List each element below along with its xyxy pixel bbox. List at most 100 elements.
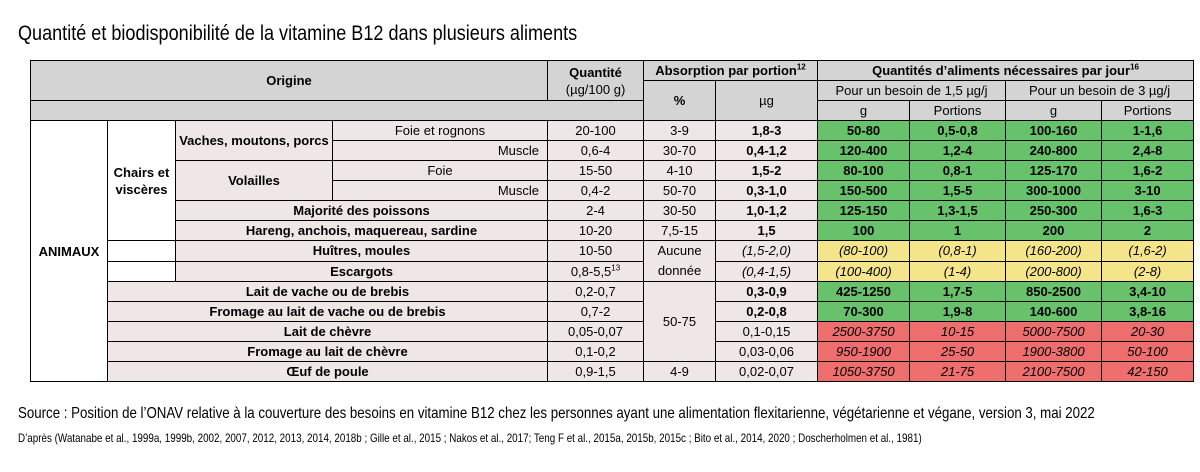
row-g1: 950-1900 [817, 341, 911, 362]
row-p1: 1,7-5 [909, 281, 1007, 302]
row-g2: 140-600 [1005, 301, 1103, 322]
row-name: Hareng, anchois, maquereau, sardine [174, 220, 549, 241]
row-name: Huîtres, moules [174, 240, 549, 262]
row-name: Muscle [331, 140, 549, 161]
header-besoin-1-5: Pour un besoin de 1,5 µg/j [817, 80, 1007, 101]
row-g1: 125-150 [817, 200, 911, 221]
row-p1: 25-50 [909, 341, 1007, 362]
row-qty: 10-50 [547, 240, 645, 262]
row-p2: 3-10 [1101, 180, 1195, 201]
row-name: Foie [331, 160, 549, 181]
header-quantites-necessaires: Quantités d’aliments nécessaires par jou… [817, 60, 1195, 81]
row-name: Fromage au lait de vache ou de brebis [106, 301, 549, 322]
row-p2: (1,6-2) [1101, 240, 1195, 262]
row-pct: 3-9 [643, 120, 717, 141]
row-g2: 850-2500 [1005, 281, 1103, 302]
row-name: Majorité des poissons [174, 200, 549, 221]
row-pct: 4-10 [643, 160, 717, 181]
row-p2: 2,4-8 [1101, 140, 1195, 161]
header-origine: Origine [29, 60, 549, 101]
row-p1: 0,8-1 [909, 160, 1007, 181]
row-g1: 70-300 [817, 301, 911, 322]
row-pct: 50-70 [643, 180, 717, 201]
row-qty: 0,05-0,07 [547, 321, 645, 342]
row-name: Escargots [174, 260, 549, 282]
row-g2: 2100-7500 [1005, 361, 1103, 382]
row-pct: 30-50 [643, 200, 717, 221]
row-g1: 50-80 [817, 120, 911, 141]
vitamin-b12-table: Origine Quantité (µg/100 g) Absorption pa… [29, 60, 1195, 382]
references-note: D’après (Watanabe et al., 1999a, 1999b, … [18, 431, 922, 445]
group-chairs-visceres: Chairs et viscères [107, 120, 176, 241]
group-animaux: ANIMAUX [30, 120, 108, 382]
header-spacer [29, 100, 645, 121]
row-p1: 21-75 [909, 361, 1007, 382]
header-ug: µg [715, 80, 819, 121]
row-pct-aucune: Aucune donnée [643, 240, 717, 282]
row-g2: (160-200) [1005, 240, 1103, 262]
row-ug: 0,03-0,06 [715, 341, 819, 362]
row-qty: 20-100 [547, 120, 645, 141]
row-ug: 1,8-3 [715, 120, 819, 141]
row-name: Lait de chèvre [106, 321, 549, 342]
row-g1: 120-400 [817, 140, 911, 161]
row-p2: 42-150 [1101, 361, 1195, 382]
row-p2: 1,6-3 [1101, 200, 1195, 221]
row-g1: 425-1250 [817, 281, 911, 302]
row-g2: 240-800 [1005, 140, 1103, 161]
row-ug: 1,5 [715, 220, 819, 241]
row-g2: 250-300 [1005, 200, 1103, 221]
row-p1: 1 [909, 220, 1007, 241]
row-ug: 0,4-1,2 [715, 140, 819, 161]
row-qty: 0,6-4 [547, 140, 645, 161]
row-p2: 50-100 [1101, 341, 1195, 362]
row-spacer [107, 240, 176, 262]
row-qty: 10-20 [547, 220, 645, 241]
row-name: Muscle [331, 180, 549, 201]
row-p2: 3,4-10 [1101, 281, 1195, 302]
row-spacer [107, 260, 176, 282]
row-qty: 0,2-0,7 [547, 281, 645, 302]
row-p2: 1-1,6 [1101, 120, 1195, 141]
row-name: Foie et rognons [331, 120, 549, 141]
source-note: Source : Position de l’ONAV relative à l… [18, 405, 1095, 422]
row-ug: (1,5-2,0) [715, 240, 819, 262]
row-g2: 100-160 [1005, 120, 1103, 141]
row-g1: 2500-3750 [817, 321, 911, 342]
row-g1: 150-500 [817, 180, 911, 201]
row-p2: 1,6-2 [1101, 160, 1195, 181]
row-g1: 80-100 [817, 160, 911, 181]
row-pct: 7,5-15 [643, 220, 717, 241]
header-besoin-3: Pour un besoin de 3 µg/j [1005, 80, 1195, 101]
row-ug: 0,2-0,8 [715, 301, 819, 322]
row-p1: 0,5-0,8 [909, 120, 1007, 141]
row-p1: 1,9-8 [909, 301, 1007, 322]
row-g2: 125-170 [1005, 160, 1103, 181]
row-g2: 300-1000 [1005, 180, 1103, 201]
row-qty: 0,9-1,5 [547, 361, 645, 382]
row-ug: 0,1-0,15 [715, 321, 819, 342]
row-g1: (80-100) [817, 240, 911, 262]
row-ug: 1,0-1,2 [715, 200, 819, 221]
row-name: Œuf de poule [106, 361, 549, 382]
row-g2: 200 [1005, 220, 1103, 241]
row-qty: 0,8-5,513 [547, 260, 645, 282]
row-ug: (0,4-1,5) [715, 260, 819, 282]
header-portions-2: Portions [1101, 100, 1195, 121]
row-p2: 2 [1101, 220, 1195, 241]
row-g1: 1050-3750 [817, 361, 911, 382]
row-p2: 3,8-16 [1101, 301, 1195, 322]
row-p1: 1,2-4 [909, 140, 1007, 161]
row-ug: 0,02-0,07 [715, 361, 819, 382]
row-pct: 30-70 [643, 140, 717, 161]
group-volailles: Volailles [175, 160, 333, 201]
header-absorption: Absorption par portion12 [643, 60, 819, 81]
row-qty: 0,4-2 [547, 180, 645, 201]
row-p2: 20-30 [1101, 321, 1195, 342]
row-qty: 0,7-2 [547, 301, 645, 322]
row-p1: 1,3-1,5 [909, 200, 1007, 221]
row-g2: 1900-3800 [1005, 341, 1103, 362]
row-ug: 0,3-0,9 [715, 281, 819, 302]
row-pct: 4-9 [643, 361, 717, 382]
row-qty: 15-50 [547, 160, 645, 181]
